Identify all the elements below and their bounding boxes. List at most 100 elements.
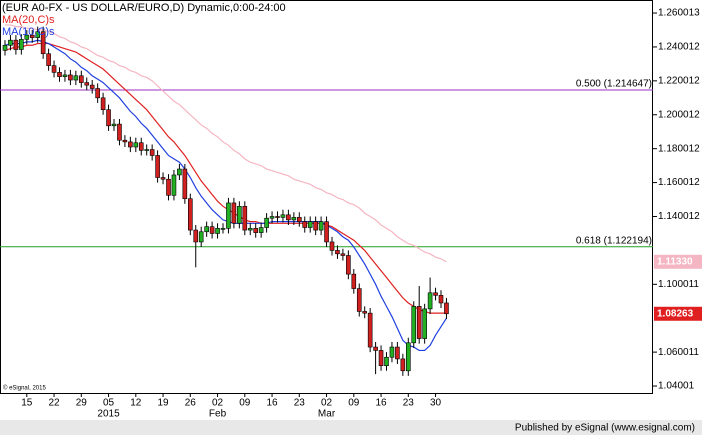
candle-body: [318, 221, 324, 231]
candle-body: [307, 221, 313, 228]
y-tick-label: 1.140012: [658, 211, 700, 222]
candle-body: [35, 31, 41, 38]
candle-body: [166, 178, 171, 196]
candle-body: [433, 292, 438, 296]
candle-body: [444, 302, 449, 315]
candle-body: [231, 202, 237, 224]
x-tick-label: 05: [103, 398, 115, 409]
x-tick-label: 12: [130, 398, 142, 409]
candle-body: [2, 44, 8, 51]
candle-body: [182, 168, 188, 200]
candle-body: [149, 149, 155, 156]
month-label: Feb: [209, 409, 227, 420]
candle-body: [362, 311, 368, 314]
candle-body: [209, 226, 215, 234]
y-tick-label: 1.100011: [658, 279, 699, 290]
candle-body: [286, 214, 291, 221]
candle-body: [171, 174, 177, 196]
candle-body: [242, 206, 248, 231]
x-tick-label: 09: [348, 398, 360, 409]
candle-body: [247, 228, 253, 231]
candle-body: [226, 202, 231, 229]
candle-body: [40, 31, 46, 55]
candle-body: [138, 142, 144, 151]
candle-body: [405, 342, 411, 372]
x-tick-label: 15: [21, 398, 33, 409]
x-tick-label: 23: [294, 398, 306, 409]
fib-label: 0.618 (1.122194): [576, 235, 652, 246]
candle-body: [122, 139, 128, 143]
candle-body: [258, 227, 264, 233]
candle-body: [324, 221, 329, 243]
y-tick-label: 1.160012: [658, 177, 700, 188]
candle-body: [422, 308, 427, 339]
candle-body: [384, 356, 389, 367]
candle-body: [111, 123, 117, 127]
candle-body: [378, 350, 384, 367]
candle-body: [24, 34, 30, 40]
candle-body: [302, 221, 308, 228]
candle-body: [51, 65, 57, 73]
candle-body: [237, 206, 242, 224]
price-box: [654, 306, 702, 321]
candle-body: [264, 217, 269, 228]
candle-body: [389, 346, 395, 358]
candle-body: [220, 228, 226, 230]
fib-label: 0.500 (1.214647): [576, 79, 652, 90]
candle-body: [106, 109, 111, 127]
candle-body: [128, 141, 133, 148]
candle-body: [13, 39, 19, 50]
candle-body: [351, 273, 357, 289]
credit: Published by eSignal (www.esignal.com): [515, 423, 695, 434]
legend-entry: MA(20,C)s: [2, 14, 55, 26]
candle-body: [400, 358, 406, 372]
candle-body: [89, 84, 95, 89]
candle-body: [373, 346, 378, 351]
candle-body: [68, 74, 73, 81]
candle-body: [160, 177, 166, 180]
x-tick-label: 19: [157, 398, 169, 409]
candle-body: [269, 216, 275, 219]
x-tick-label: 02: [212, 398, 224, 409]
candle-body: [57, 72, 62, 77]
y-tick-label: 1.260013: [658, 8, 700, 19]
candle-body: [188, 198, 193, 231]
candle-body: [395, 346, 400, 360]
candle-body: [144, 149, 149, 151]
candle-body: [46, 53, 51, 66]
ma-line: [4, 39, 447, 352]
candle-body: [95, 88, 100, 99]
candle-body: [215, 228, 220, 234]
candle-body: [313, 221, 318, 231]
candle-body: [117, 123, 122, 141]
y-tick-label: 1.180012: [658, 143, 700, 154]
candle-body: [346, 255, 351, 275]
candle-body: [198, 231, 204, 243]
candle-body: [280, 214, 286, 218]
copyright: © eSignal, 2015: [3, 385, 46, 392]
price-label: 1.08263: [657, 308, 694, 319]
price-label: 1.11330: [657, 256, 693, 267]
ma-line: [5, 24, 447, 263]
ma-line: [4, 42, 447, 314]
x-tick-label: 30: [430, 398, 442, 409]
candle-body: [329, 241, 335, 251]
candle-body: [155, 155, 160, 178]
x-tick-label: 16: [375, 398, 387, 409]
y-tick-label: 1.04001: [658, 381, 695, 392]
y-tick-label: 1.200012: [658, 109, 700, 120]
x-tick-label: 22: [48, 398, 60, 409]
price-box: [654, 254, 702, 269]
candle-body: [291, 217, 297, 221]
candle-body: [8, 39, 13, 46]
y-tick-label: 1.220012: [658, 75, 700, 86]
candle-body: [177, 168, 182, 176]
chart-title: (EUR A0-FX - US DOLLAR/EURO,D) Dynamic,0…: [2, 2, 286, 14]
candle-body: [133, 142, 139, 148]
legend-entry: MA(10,C)s: [2, 26, 55, 38]
x-tick-label: 29: [76, 398, 88, 409]
candle-body: [204, 226, 209, 233]
candle-body: [19, 39, 24, 50]
x-tick-label: 26: [185, 398, 197, 409]
